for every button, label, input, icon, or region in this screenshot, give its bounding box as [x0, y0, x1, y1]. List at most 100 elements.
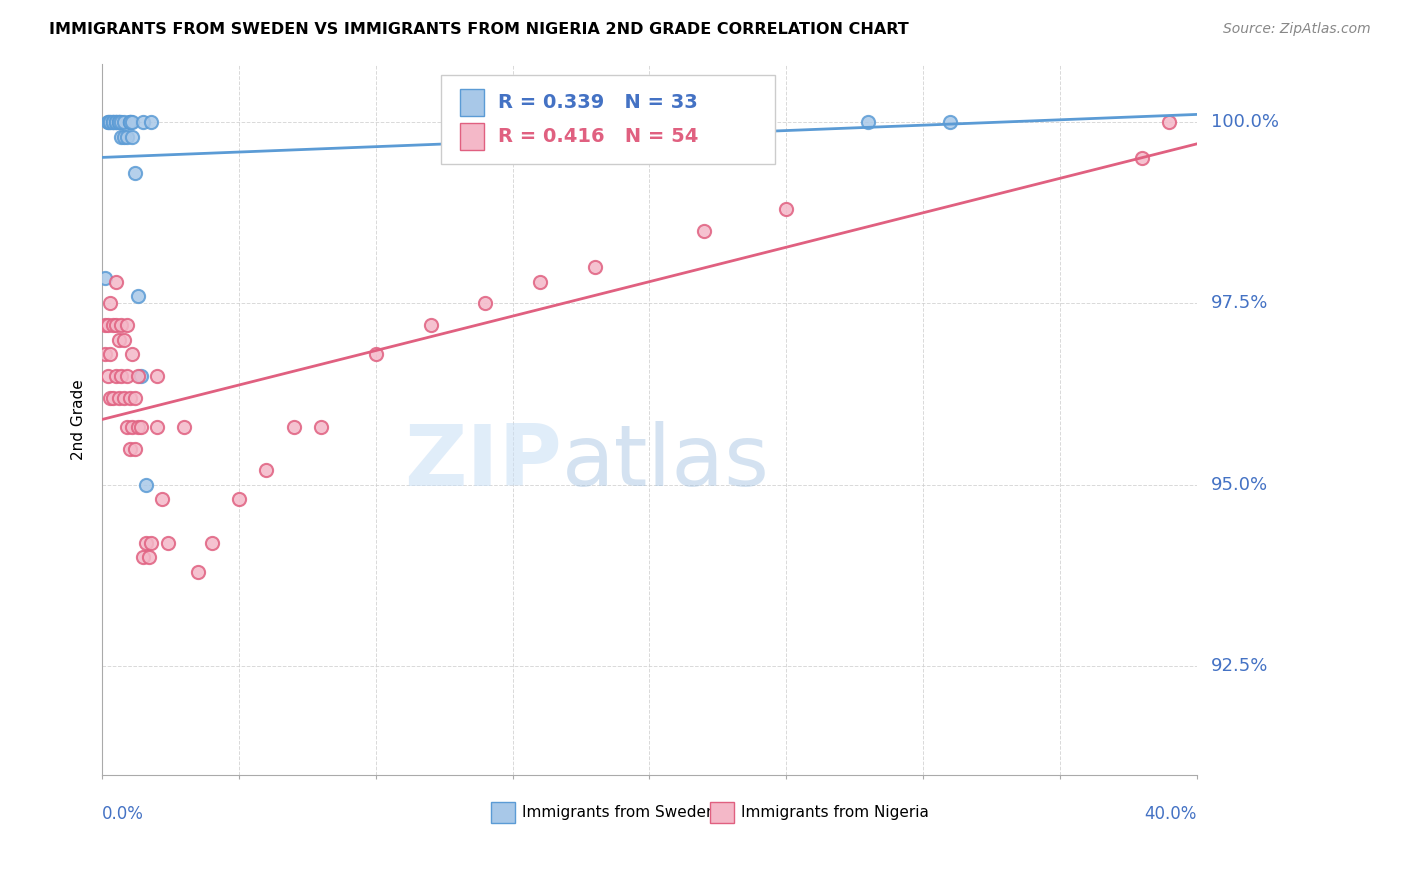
- Point: [146, 368, 169, 383]
- Point: [127, 419, 149, 434]
- Point: [112, 129, 135, 144]
- Text: atlas: atlas: [562, 421, 770, 504]
- Point: [97, 318, 120, 333]
- Text: Source: ZipAtlas.com: Source: ZipAtlas.com: [1223, 22, 1371, 37]
- Point: [110, 318, 132, 333]
- Point: [138, 550, 160, 565]
- Point: [100, 391, 122, 405]
- FancyBboxPatch shape: [441, 75, 775, 163]
- Bar: [491, 802, 515, 823]
- Text: 97.5%: 97.5%: [1211, 294, 1268, 312]
- Bar: [710, 802, 734, 823]
- Point: [124, 166, 146, 180]
- Point: [121, 115, 143, 129]
- Point: [115, 129, 138, 144]
- Point: [97, 115, 120, 129]
- Point: [141, 536, 163, 550]
- Point: [529, 275, 551, 289]
- Point: [132, 115, 155, 129]
- Point: [112, 115, 135, 129]
- Point: [474, 296, 496, 310]
- Point: [101, 391, 124, 405]
- Point: [121, 419, 143, 434]
- Point: [104, 275, 127, 289]
- Y-axis label: 2nd Grade: 2nd Grade: [72, 379, 86, 460]
- Point: [141, 115, 163, 129]
- Point: [94, 318, 117, 333]
- Text: 95.0%: 95.0%: [1211, 475, 1268, 494]
- Point: [858, 115, 880, 129]
- Point: [100, 115, 122, 129]
- Point: [101, 318, 124, 333]
- Point: [121, 347, 143, 361]
- Point: [101, 115, 124, 129]
- Point: [121, 129, 143, 144]
- Point: [104, 368, 127, 383]
- Point: [100, 296, 122, 310]
- Point: [104, 115, 127, 129]
- Point: [127, 368, 149, 383]
- Point: [124, 391, 146, 405]
- Point: [104, 318, 127, 333]
- Point: [110, 115, 132, 129]
- Point: [283, 419, 305, 434]
- Point: [118, 391, 141, 405]
- Text: R = 0.416   N = 54: R = 0.416 N = 54: [498, 127, 699, 146]
- Point: [101, 115, 124, 129]
- Point: [775, 202, 797, 216]
- Point: [101, 115, 124, 129]
- Point: [419, 318, 441, 333]
- Point: [112, 391, 135, 405]
- Point: [107, 391, 129, 405]
- Point: [309, 419, 332, 434]
- Point: [107, 115, 129, 129]
- Point: [100, 347, 122, 361]
- Point: [110, 129, 132, 144]
- Point: [97, 115, 120, 129]
- Point: [110, 368, 132, 383]
- Point: [107, 333, 129, 347]
- Point: [118, 115, 141, 129]
- Point: [1159, 115, 1181, 129]
- Point: [156, 536, 179, 550]
- Point: [939, 115, 962, 129]
- Point: [228, 492, 250, 507]
- Point: [152, 492, 174, 507]
- Point: [107, 115, 129, 129]
- Point: [118, 442, 141, 456]
- Point: [187, 565, 209, 579]
- Point: [364, 347, 387, 361]
- Point: [104, 115, 127, 129]
- Point: [129, 368, 152, 383]
- Point: [115, 318, 138, 333]
- Point: [583, 260, 606, 275]
- Point: [254, 463, 277, 477]
- Point: [201, 536, 224, 550]
- Point: [132, 550, 155, 565]
- Point: [127, 289, 149, 303]
- Point: [94, 347, 117, 361]
- Point: [115, 419, 138, 434]
- Text: 92.5%: 92.5%: [1211, 657, 1268, 675]
- Bar: [460, 89, 484, 116]
- Text: Immigrants from Nigeria: Immigrants from Nigeria: [741, 805, 929, 820]
- Point: [173, 419, 195, 434]
- Bar: [460, 123, 484, 150]
- Point: [135, 536, 157, 550]
- Text: 40.0%: 40.0%: [1144, 805, 1197, 823]
- Text: IMMIGRANTS FROM SWEDEN VS IMMIGRANTS FROM NIGERIA 2ND GRADE CORRELATION CHART: IMMIGRANTS FROM SWEDEN VS IMMIGRANTS FRO…: [49, 22, 908, 37]
- Text: 100.0%: 100.0%: [1211, 113, 1278, 131]
- Point: [129, 419, 152, 434]
- Point: [693, 224, 716, 238]
- Point: [135, 477, 157, 491]
- Point: [107, 115, 129, 129]
- Point: [115, 368, 138, 383]
- Point: [112, 333, 135, 347]
- Point: [94, 271, 117, 285]
- Point: [118, 115, 141, 129]
- Text: R = 0.339   N = 33: R = 0.339 N = 33: [498, 93, 699, 112]
- Point: [104, 115, 127, 129]
- Point: [638, 115, 661, 129]
- Point: [146, 419, 169, 434]
- Text: Immigrants from Sweden: Immigrants from Sweden: [523, 805, 716, 820]
